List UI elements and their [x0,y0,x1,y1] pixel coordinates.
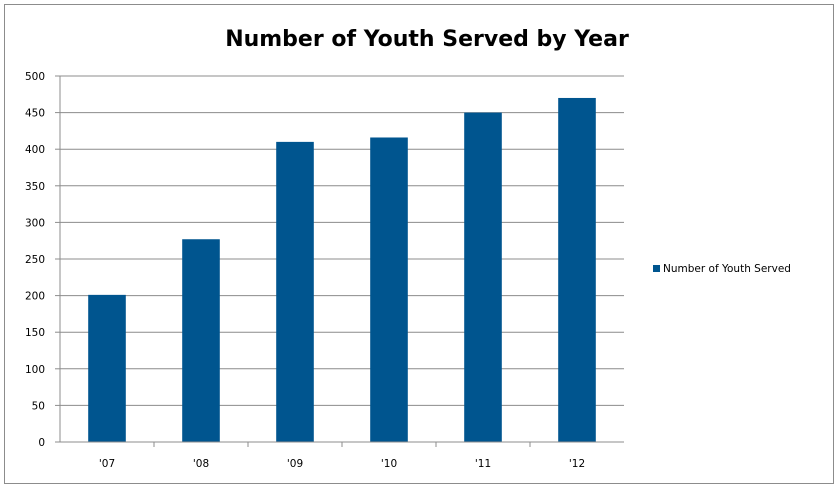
axes [59,76,624,443]
y-tick-label: 50 [32,400,45,412]
y-tick-label: 300 [25,217,45,229]
chart-frame [4,4,834,484]
chart-title: Number of Youth Served by Year [225,27,629,52]
y-tick-label: 250 [25,254,45,266]
y-tick-label: 150 [25,327,45,339]
legend: Number of Youth Served [653,263,791,275]
bar [88,294,126,442]
bar [370,137,408,442]
y-tick-label: 100 [25,364,45,376]
x-tick-label: '10 [381,458,397,470]
x-tick-label: '08 [193,458,209,470]
y-tick-label: 350 [25,181,45,193]
y-tick-label: 0 [38,437,45,449]
bar [276,141,314,442]
x-tick-label: '12 [569,458,585,470]
x-tick-label: '09 [287,458,303,470]
y-axis-ticks: 0 50 100 150 200 250 300 350 400 450 500 [25,71,60,449]
bar [464,112,502,442]
bars [88,97,596,443]
gridlines [60,75,624,406]
y-tick-label: 450 [25,108,45,120]
x-tick-label: '11 [475,458,491,470]
legend-label: Number of Youth Served [663,263,791,275]
y-tick-label: 400 [25,144,45,156]
bar [558,97,596,443]
x-tick-label: '07 [99,458,115,470]
y-tick-label: 500 [25,71,45,83]
y-tick-label: 200 [25,291,45,303]
bar [182,239,220,442]
legend-swatch [653,265,660,272]
x-axis-ticks: '07 '08 '09 '10 '11 '12 [99,442,585,470]
